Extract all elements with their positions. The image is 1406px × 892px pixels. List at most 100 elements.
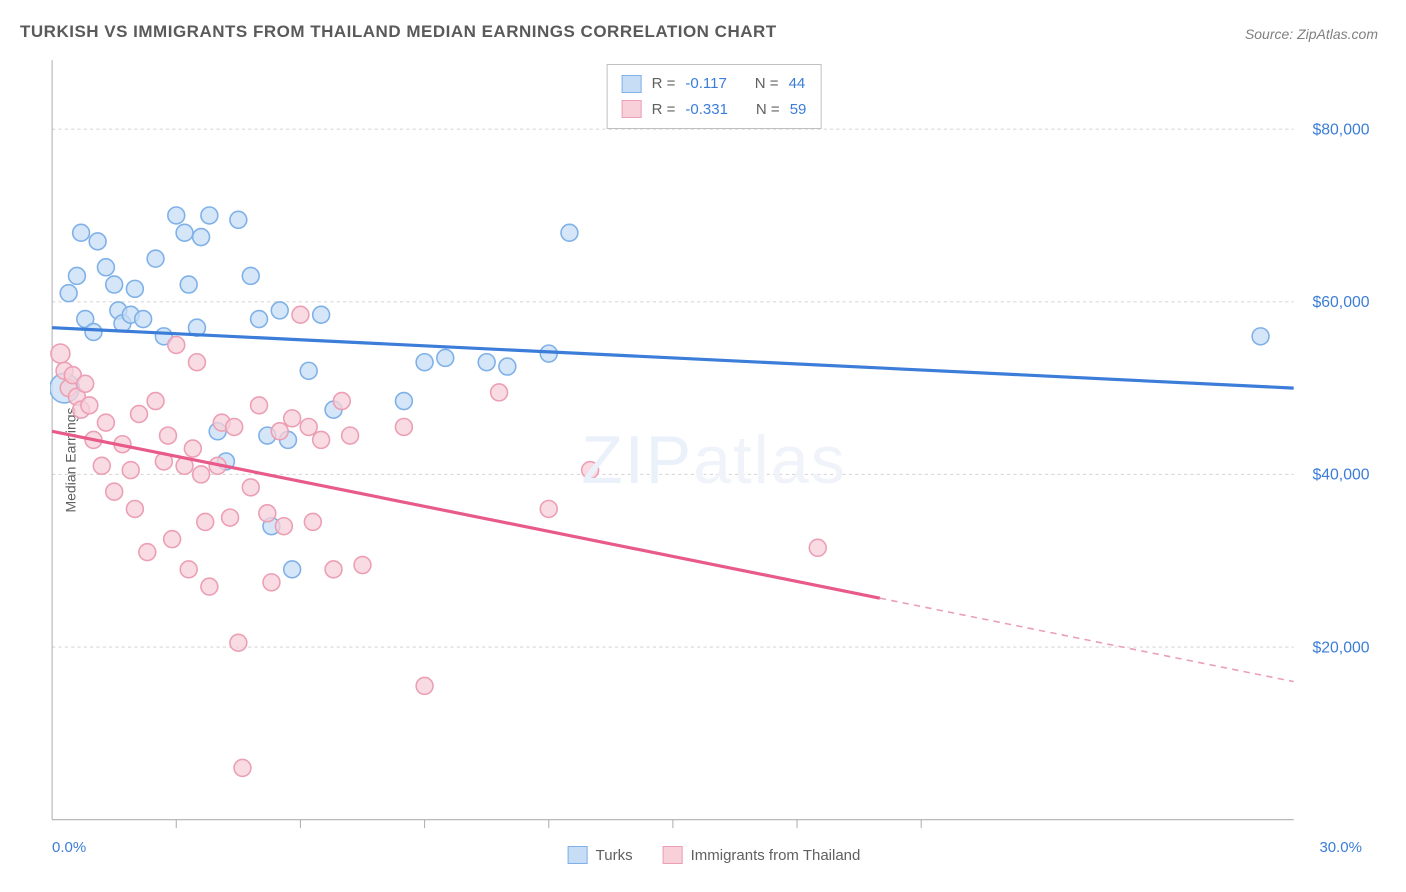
scatter-point	[263, 574, 280, 591]
scatter-point	[561, 224, 578, 241]
stats-row-series-2: R = -0.331 N = 59	[622, 97, 807, 123]
scatter-point	[234, 759, 251, 776]
n-label: N =	[756, 97, 780, 123]
legend-item-2: Immigrants from Thailand	[663, 846, 861, 864]
scatter-point	[1252, 328, 1269, 345]
x-tick-min: 0.0%	[52, 839, 86, 856]
scatter-point	[51, 344, 70, 363]
stats-row-series-1: R = -0.117 N = 44	[622, 71, 807, 97]
scatter-point	[126, 500, 143, 517]
scatter-point	[251, 311, 268, 328]
regression-line	[52, 328, 1294, 388]
regression-line-extrapolated	[880, 598, 1294, 681]
scatter-point	[395, 418, 412, 435]
scatter-point	[437, 349, 454, 366]
scatter-point	[300, 418, 317, 435]
scatter-point	[284, 561, 301, 578]
y-tick-label: $40,000	[1312, 467, 1369, 484]
scatter-point	[201, 578, 218, 595]
scatter-point	[97, 259, 114, 276]
legend-item-1: Turks	[568, 846, 633, 864]
scatter-point	[197, 513, 214, 530]
swatch-series-2	[622, 100, 642, 118]
bottom-legend: Turks Immigrants from Thailand	[568, 846, 861, 864]
scatter-point	[325, 561, 342, 578]
y-tick-label: $20,000	[1312, 639, 1369, 656]
scatter-point	[180, 276, 197, 293]
scatter-point	[251, 397, 268, 414]
scatter-point	[85, 324, 102, 341]
scatter-point	[168, 336, 185, 353]
legend-label-1: Turks	[596, 847, 633, 864]
scatter-point	[491, 384, 508, 401]
scatter-plot: $20,000 $40,000 $60,000 $80,000	[50, 58, 1378, 862]
scatter-point	[126, 280, 143, 297]
scatter-point	[97, 414, 114, 431]
n-value-series-1: 44	[789, 71, 806, 97]
scatter-point	[271, 423, 288, 440]
chart-container: Median Earnings ZIPatlas $20,000$40,000$…	[50, 58, 1378, 862]
r-value-series-1: -0.117	[685, 71, 726, 97]
source-attribution: Source: ZipAtlas.com	[1245, 26, 1378, 42]
scatter-point	[164, 531, 181, 548]
scatter-point	[180, 561, 197, 578]
scatter-point	[354, 557, 371, 574]
scatter-point	[275, 518, 292, 535]
n-label: N =	[755, 71, 779, 97]
scatter-point	[342, 427, 359, 444]
scatter-point	[284, 410, 301, 427]
scatter-point	[106, 276, 123, 293]
scatter-point	[226, 418, 243, 435]
scatter-point	[259, 505, 276, 522]
scatter-point	[313, 306, 330, 323]
x-tick-max: 30.0%	[1319, 839, 1362, 856]
scatter-point	[122, 462, 139, 479]
scatter-point	[222, 509, 239, 526]
scatter-point	[313, 431, 330, 448]
scatter-point	[201, 207, 218, 224]
scatter-point	[499, 358, 516, 375]
scatter-point	[304, 513, 321, 530]
scatter-point	[135, 311, 152, 328]
r-label: R =	[652, 97, 676, 123]
scatter-point	[176, 224, 193, 241]
scatter-point	[89, 233, 106, 250]
scatter-point	[540, 500, 557, 517]
scatter-point	[139, 544, 156, 561]
scatter-point	[168, 207, 185, 224]
scatter-point	[809, 539, 826, 556]
scatter-point	[582, 462, 599, 479]
scatter-point	[69, 267, 86, 284]
scatter-point	[93, 457, 110, 474]
y-tick-label: $80,000	[1312, 121, 1369, 138]
scatter-point	[189, 354, 206, 371]
scatter-point	[271, 302, 288, 319]
scatter-point	[242, 479, 259, 496]
scatter-point	[193, 229, 210, 246]
chart-title: TURKISH VS IMMIGRANTS FROM THAILAND MEDI…	[20, 22, 777, 42]
scatter-point	[73, 224, 90, 241]
regression-line	[52, 431, 880, 598]
scatter-point	[242, 267, 259, 284]
scatter-point	[147, 393, 164, 410]
r-label: R =	[652, 71, 676, 97]
swatch-series-1	[622, 75, 642, 93]
scatter-point	[131, 406, 148, 423]
r-value-series-2: -0.331	[685, 97, 728, 123]
legend-swatch-2	[663, 846, 683, 864]
scatter-point	[106, 483, 123, 500]
n-value-series-2: 59	[790, 97, 807, 123]
scatter-point	[230, 634, 247, 651]
scatter-point	[60, 285, 77, 302]
scatter-point	[292, 306, 309, 323]
scatter-point	[416, 677, 433, 694]
scatter-point	[478, 354, 495, 371]
scatter-point	[333, 393, 350, 410]
y-tick-label: $60,000	[1312, 294, 1369, 311]
scatter-point	[300, 362, 317, 379]
legend-label-2: Immigrants from Thailand	[691, 847, 861, 864]
scatter-point	[230, 211, 247, 228]
scatter-point	[77, 375, 94, 392]
scatter-point	[184, 440, 201, 457]
scatter-point	[193, 466, 210, 483]
